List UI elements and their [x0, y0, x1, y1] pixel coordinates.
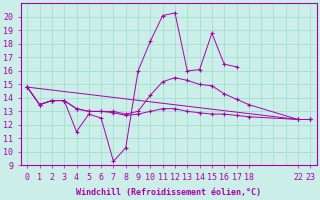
- X-axis label: Windchill (Refroidissement éolien,°C): Windchill (Refroidissement éolien,°C): [76, 188, 261, 197]
